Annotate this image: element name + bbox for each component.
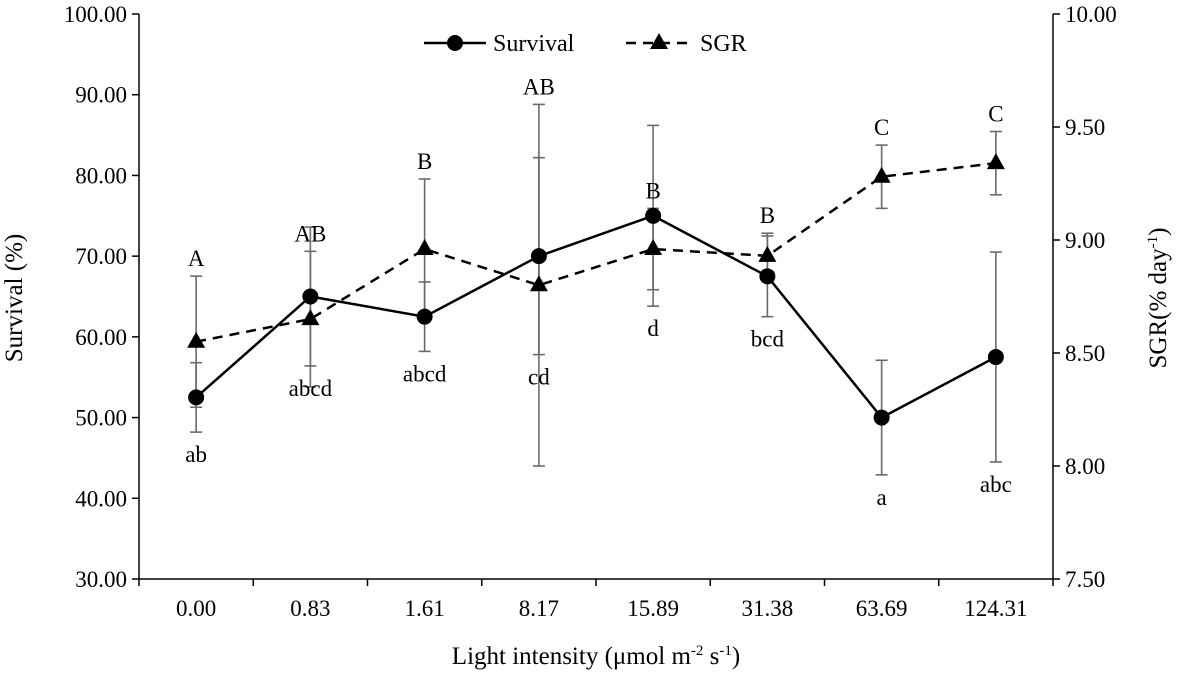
y-right-tick-label: 7.50 <box>1065 567 1105 592</box>
y-left-tick-label: 30.00 <box>75 567 127 592</box>
significance-labels: ab abcd abcd cd d bcd a abc A AB B AB B B C C <box>185 74 1012 509</box>
sgr-point <box>415 239 434 256</box>
sgr-point <box>301 309 320 326</box>
legend: Survival SGR <box>424 31 747 57</box>
y-left-tick-label: 80.00 <box>75 163 127 188</box>
y-left-tick-label: 90.00 <box>75 83 127 108</box>
survival-point <box>873 409 890 426</box>
series-markers <box>187 153 1005 426</box>
x-tick-label: 1.61 <box>405 596 445 621</box>
y-right-tick-label: 8.50 <box>1065 341 1105 366</box>
sgr-point <box>758 245 777 262</box>
y-left-tick-label: 60.00 <box>75 325 127 350</box>
sgr-significance-label: B <box>645 178 660 203</box>
axes: 30.00 40.00 50.00 60.00 70.00 80.00 90.00 100.0… <box>64 2 1117 621</box>
x-tick-label: 8.17 <box>519 596 559 621</box>
survival-significance-label: bcd <box>751 327 785 352</box>
survival-significance-label: a <box>877 485 887 510</box>
x-tick-label: 15.89 <box>627 596 679 621</box>
sgr-significance-label: C <box>874 115 889 140</box>
x-tick-label: 0.83 <box>290 596 330 621</box>
y-right-tick-label: 10.00 <box>1065 2 1117 27</box>
survival-significance-label: abcd <box>403 361 447 386</box>
legend-survival-marker <box>447 35 463 51</box>
sgr-point <box>986 153 1005 170</box>
sgr-significance-label: AB <box>523 74 555 99</box>
x-axis-title: Light intensity (μmol m-2 s-1) <box>452 643 740 670</box>
survival-point <box>188 389 205 406</box>
survival-significance-label: abc <box>980 472 1012 497</box>
sgr-point <box>529 275 548 292</box>
y-right-tick-label: 8.00 <box>1065 454 1105 479</box>
survival-point <box>302 288 319 305</box>
survival-line <box>195 214 997 420</box>
survival-significance-label: cd <box>528 365 550 390</box>
survival-point <box>530 248 547 265</box>
x-tick-label: 0.00 <box>176 596 216 621</box>
x-tick-label: 124.31 <box>964 596 1027 621</box>
sgr-significance-label: AB <box>294 221 326 246</box>
x-tick-label: 31.38 <box>742 596 794 621</box>
y-left-tick-label: 100.00 <box>64 2 127 27</box>
sgr-point <box>644 239 663 256</box>
survival-point <box>645 207 662 224</box>
y-left-tick-label: 70.00 <box>75 244 127 269</box>
series-lines <box>195 161 997 420</box>
survival-significance-label: d <box>647 316 659 341</box>
sgr-significance-label: B <box>760 203 775 228</box>
y-left-tick-label: 40.00 <box>75 486 127 511</box>
y-axis-right-title: SGR(% day-1) <box>1145 228 1172 369</box>
legend-survival-label: Survival <box>493 31 575 57</box>
y-axis-left-title: Survival (%) <box>1 234 28 362</box>
sgr-significance-label: A <box>188 246 205 271</box>
survival-significance-label: abcd <box>289 376 333 401</box>
legend-sgr-label: SGR <box>700 31 747 57</box>
sgr-significance-label: B <box>417 149 432 174</box>
survival-point <box>416 308 433 325</box>
x-tick-label: 63.69 <box>856 596 908 621</box>
sgr-point <box>872 166 891 183</box>
sgr-line <box>195 161 997 343</box>
y-right-tick-label: 9.50 <box>1065 115 1105 140</box>
sgr-point <box>187 331 206 348</box>
sgr-significance-label: C <box>988 102 1003 127</box>
survival-point <box>759 268 776 285</box>
y-left-tick-label: 50.00 <box>75 406 127 431</box>
survival-significance-label: ab <box>185 442 207 467</box>
survival-point <box>987 349 1004 366</box>
y-right-tick-label: 9.00 <box>1065 228 1105 253</box>
legend-sgr-marker <box>650 33 668 49</box>
